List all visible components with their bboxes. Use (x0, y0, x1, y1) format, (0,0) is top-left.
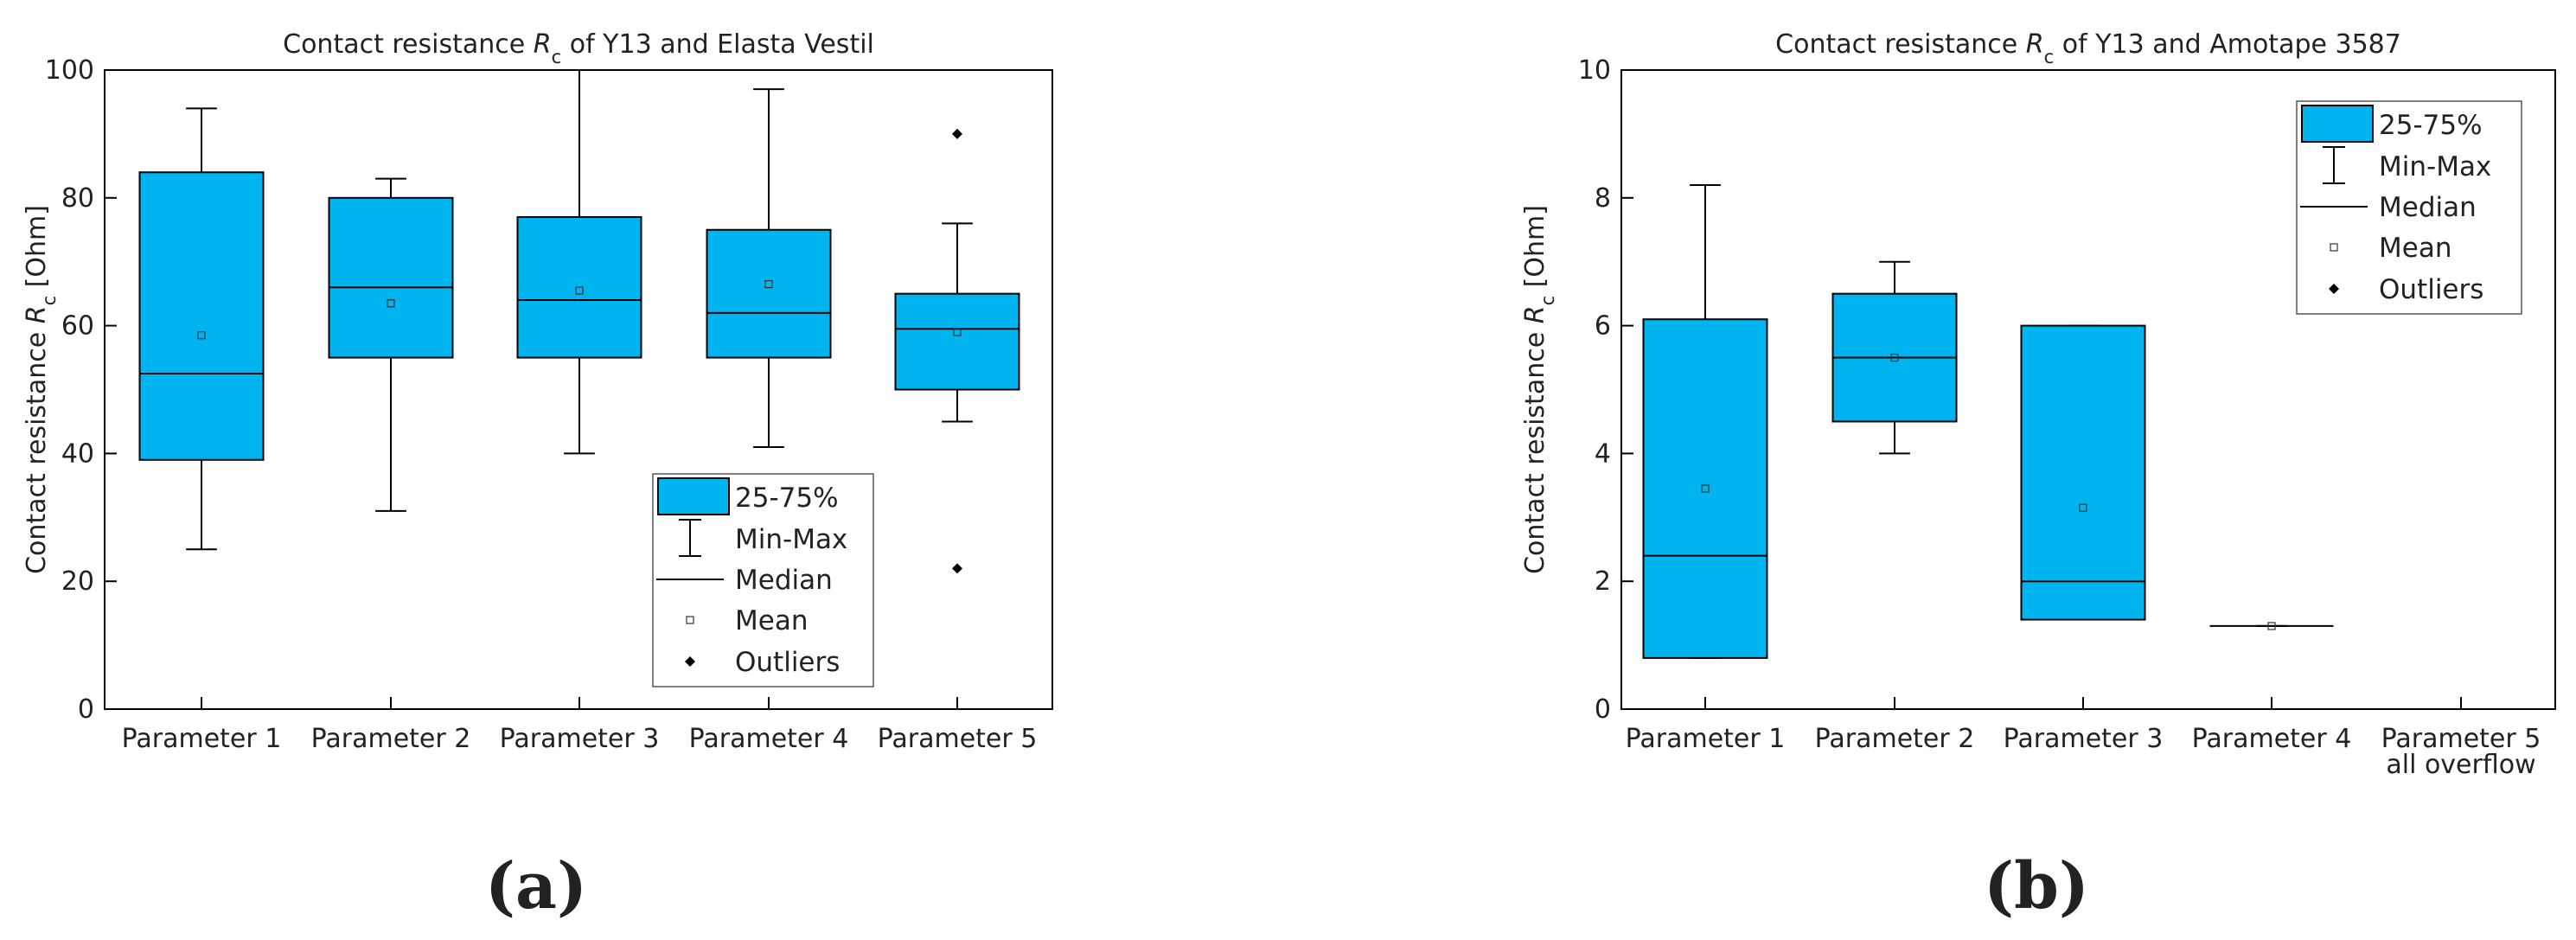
y-tick-label: 4 (1595, 438, 1611, 469)
legend-label: Outliers (735, 647, 840, 678)
iqr-box (706, 228, 832, 359)
legend-label: Mean (2379, 233, 2451, 264)
box-1 (138, 107, 265, 551)
y-tick-label: 60 (61, 311, 94, 342)
x-tick-label: Parameter 2 (311, 724, 471, 754)
y-tick-label: 10 (1578, 55, 1611, 86)
box-3 (516, 69, 642, 455)
y-tick-label: 40 (61, 438, 94, 469)
panel-label: (a) (485, 849, 587, 924)
iqr-box (138, 171, 265, 461)
chart-title: Contact resistance Rc of Y13 and Amotape… (1775, 29, 2401, 67)
y-tick-label: 0 (78, 694, 94, 725)
y-tick-label: 100 (45, 55, 94, 86)
x-tick-label: Parameter 1 (122, 724, 282, 754)
mean-marker (1701, 484, 1710, 493)
mean-marker (1890, 353, 1899, 362)
x-tick-label: Parameter 4 (2192, 724, 2352, 754)
box-1 (1642, 184, 1768, 659)
box-5 (894, 128, 1020, 574)
legend-swatch-outlier (2329, 284, 2339, 294)
box-3 (2020, 324, 2146, 621)
x-tick-label: Parameter 4 (689, 724, 849, 754)
iqr-box (328, 196, 454, 359)
legend: 25-75% Min-Max Median Mean Outliers (2296, 100, 2522, 315)
iqr-box (2020, 324, 2146, 621)
y-tick-label: 8 (1595, 183, 1611, 214)
legend-label: Median (735, 565, 833, 596)
legend-swatch-box (657, 477, 730, 515)
legend-label: Min-Max (735, 524, 847, 555)
x-tick-label-line2: all overflow (2386, 750, 2535, 780)
y-tick-label: 80 (61, 183, 94, 214)
box-2 (1831, 260, 1958, 455)
box-4 (706, 88, 832, 449)
iqr-box (1642, 318, 1768, 659)
x-tick-label: Parameter 2 (1815, 724, 1975, 754)
legend-swatch-box (2301, 105, 2374, 143)
legend-label: 25-75% (2379, 110, 2483, 141)
y-tick-label: 0 (1595, 694, 1611, 725)
outlier-marker (952, 563, 962, 574)
y-tick-label: 6 (1595, 311, 1611, 342)
mean-marker (197, 331, 206, 340)
mean-marker (575, 286, 584, 295)
x-tick-label: Parameter 5 (878, 724, 1038, 754)
mean-marker (2267, 622, 2276, 630)
box-2 (328, 177, 454, 512)
legend-label: Outliers (2379, 274, 2483, 305)
legend-label: 25-75% (735, 483, 839, 514)
panel-label: (b) (1984, 849, 2089, 924)
legend-swatch-mean (686, 616, 694, 624)
legend: 25-75% Min-Max Median Mean Outliers (652, 473, 874, 687)
y-axis-label: Contact resistance Rc [Ohm] (22, 205, 60, 574)
mean-marker (953, 328, 962, 336)
legend-swatch-mean (2330, 243, 2338, 252)
x-tick-label: Parameter 3 (500, 724, 660, 754)
x-tick-label: Parameter 5 (2381, 724, 2541, 754)
chart-panel-a: Contact resistance Rc of Y13 and Elasta … (22, 29, 1053, 924)
legend-label: Mean (735, 605, 808, 636)
chart-title: Contact resistance Rc of Y13 and Elasta … (283, 29, 874, 67)
box-4 (2209, 622, 2334, 630)
legend-label: Min-Max (2379, 151, 2491, 182)
x-tick-label: Parameter 1 (1626, 724, 1786, 754)
legend-swatch-outlier (685, 656, 695, 667)
iqr-box (894, 292, 1020, 391)
y-tick-label: 20 (61, 566, 94, 597)
plot-frame (1620, 69, 2556, 710)
mean-marker (387, 299, 395, 308)
x-tick-label: Parameter 3 (2004, 724, 2164, 754)
mean-marker (764, 279, 773, 289)
y-axis-label: Contact resistance Rc [Ohm] (1520, 205, 1558, 574)
y-tick-label: 2 (1595, 566, 1611, 597)
outlier-marker (952, 128, 962, 139)
chart-panel-b: Contact resistance Rc of Y13 and Amotape… (1520, 29, 2556, 924)
legend-label: Median (2379, 192, 2477, 223)
mean-marker (2079, 503, 2087, 512)
